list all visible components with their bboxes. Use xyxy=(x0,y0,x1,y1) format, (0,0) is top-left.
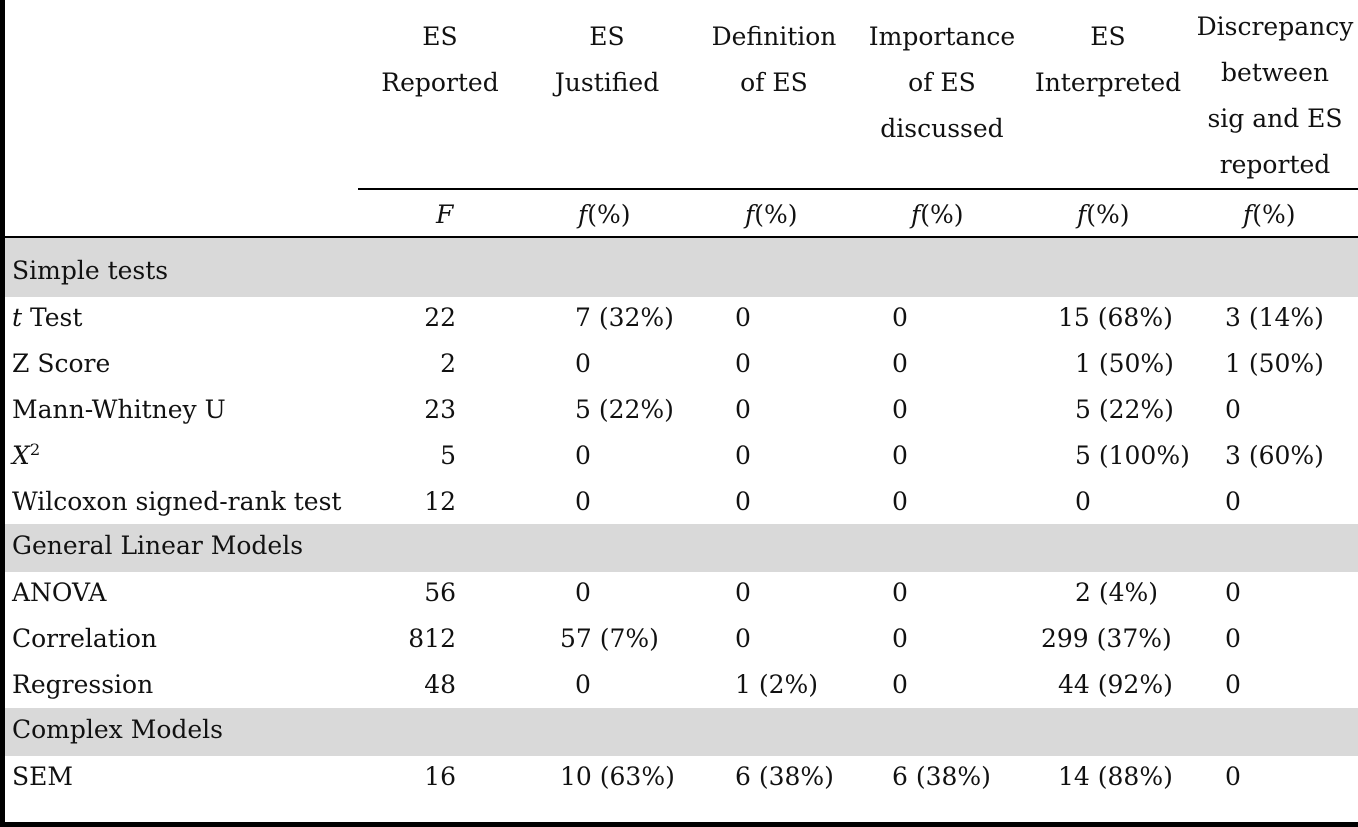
cell-es-reported: 16 xyxy=(424,762,456,791)
header-bottomrule xyxy=(5,236,1358,238)
cell-es-justified: 5 (22%) xyxy=(575,395,674,424)
section-label-complex: Complex Models xyxy=(12,715,223,744)
row-label: Regression xyxy=(12,670,154,699)
cell-importance: 0 xyxy=(892,441,908,470)
cell-discrepancy: 0 xyxy=(1225,487,1241,516)
row-label: SEM xyxy=(12,762,73,791)
section-band-complex xyxy=(5,708,1358,756)
cell-importance: 6 (38%) xyxy=(892,762,991,791)
cell-definition: 0 xyxy=(735,578,751,607)
cell-es-justified: 0 xyxy=(575,487,591,516)
section-band-glm xyxy=(5,524,1358,572)
left-border xyxy=(0,0,5,827)
row-label: Mann-Whitney U xyxy=(12,395,226,424)
cell-es-reported: 56 xyxy=(424,578,456,607)
header-es-interpreted: ES Interpreted xyxy=(1034,22,1182,97)
cell-importance: 0 xyxy=(892,395,908,424)
cell-es-reported: 48 xyxy=(424,670,456,699)
row-label: Z Score xyxy=(12,349,111,378)
header-es-reported: ES Reported xyxy=(381,22,499,97)
subheader-col4: f(%) xyxy=(911,200,964,229)
cell-discrepancy: 3 (14%) xyxy=(1225,303,1324,332)
cell-es-justified: 0 xyxy=(575,670,591,699)
section-band-simple xyxy=(5,238,1358,297)
section-label-glm: General Linear Models xyxy=(12,531,304,560)
cell-es-reported: 2 xyxy=(440,349,456,378)
cell-es-justified: 0 xyxy=(575,349,591,378)
cell-discrepancy: 0 xyxy=(1225,762,1241,791)
cell-es-justified: 57 (7%) xyxy=(560,624,659,653)
cell-es-reported: 12 xyxy=(424,487,456,516)
row-label: X2 xyxy=(12,440,41,470)
subheader-col3: f(%) xyxy=(745,200,798,229)
cell-importance: 0 xyxy=(892,303,908,332)
cell-definition: 1 (2%) xyxy=(735,670,819,699)
subheader-col6: f(%) xyxy=(1243,200,1296,229)
cell-definition: 0 xyxy=(735,395,751,424)
cell-es-reported: 812 xyxy=(408,624,456,653)
cell-discrepancy: 0 xyxy=(1225,578,1241,607)
cell-importance: 0 xyxy=(892,624,908,653)
cell-es-justified: 0 xyxy=(575,441,591,470)
cell-definition: 0 xyxy=(735,303,751,332)
cell-es-justified: 10 (63%) xyxy=(560,762,675,791)
cell-discrepancy: 0 xyxy=(1225,395,1241,424)
cell-es-reported: 5 xyxy=(440,441,456,470)
subheader-col5: f(%) xyxy=(1077,200,1130,229)
cell-interpreted: 15 (68%) xyxy=(1058,303,1173,332)
header-discrepancy: Discrepancy between sig and ES reported xyxy=(1196,12,1354,179)
cell-es-justified: 7 (32%) xyxy=(575,303,674,332)
cell-importance: 0 xyxy=(892,670,908,699)
cell-importance: 0 xyxy=(892,578,908,607)
subheader-col1: F xyxy=(436,200,454,229)
cell-interpreted: 299 (37%) xyxy=(1041,624,1172,653)
cell-definition: 0 xyxy=(735,487,751,516)
header-definition-of-es: Definition of ES xyxy=(711,22,837,97)
cell-interpreted: 0 xyxy=(1075,487,1091,516)
cell-interpreted: 44 (92%) xyxy=(1058,670,1173,699)
cell-importance: 0 xyxy=(892,349,908,378)
cell-discrepancy: 0 xyxy=(1225,624,1241,653)
subheader-col2: f(%) xyxy=(578,200,631,229)
cell-es-justified: 0 xyxy=(575,578,591,607)
cell-discrepancy: 1 (50%) xyxy=(1225,349,1324,378)
header-importance-of-es: Importance of ES discussed xyxy=(868,22,1016,143)
cell-interpreted: 14 (88%) xyxy=(1058,762,1173,791)
row-label: Wilcoxon signed-rank test xyxy=(12,487,342,516)
row-label: t Test xyxy=(12,303,83,332)
cell-definition: 0 xyxy=(735,441,751,470)
cell-interpreted: 2 (4%) xyxy=(1075,578,1159,607)
header-es-justified: ES Justified xyxy=(554,22,660,97)
section-label-simple: Simple tests xyxy=(12,256,169,285)
cell-es-reported: 22 xyxy=(424,303,456,332)
cell-interpreted: 5 (22%) xyxy=(1075,395,1174,424)
cell-definition: 6 (38%) xyxy=(735,762,834,791)
cell-interpreted: 1 (50%) xyxy=(1075,349,1174,378)
cell-es-reported: 23 xyxy=(424,395,456,424)
cell-discrepancy: 3 (60%) xyxy=(1225,441,1324,470)
row-label: ANOVA xyxy=(12,578,107,607)
row-label: Correlation xyxy=(12,624,157,653)
cell-definition: 0 xyxy=(735,349,751,378)
cell-interpreted: 5 (100%) xyxy=(1075,441,1190,470)
bottom-border xyxy=(0,822,1358,827)
cell-importance: 0 xyxy=(892,487,908,516)
header-midrule xyxy=(358,188,1358,190)
cell-discrepancy: 0 xyxy=(1225,670,1241,699)
cell-definition: 0 xyxy=(735,624,751,653)
